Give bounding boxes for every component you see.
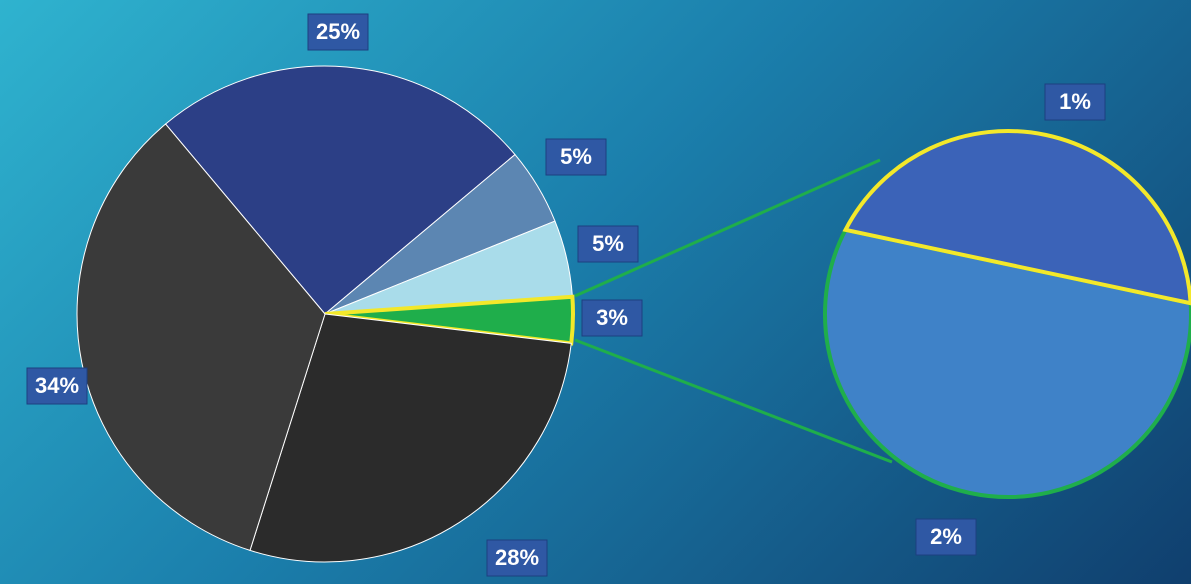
label-box [581,299,643,337]
label-box [1044,83,1106,121]
label-box [26,367,88,405]
pie-slice [164,65,516,315]
label-box [545,138,607,176]
data-label: 25% [316,19,360,44]
breakout-segment [842,129,1191,306]
breakout [823,129,1191,499]
data-label: 5% [592,231,624,256]
label-box [577,225,639,263]
data-label: 28% [495,545,539,570]
data-label: 3% [596,305,628,330]
data-label: 1% [1059,89,1091,114]
pie-slice [76,123,326,552]
connector-line [574,158,881,298]
data-label: 34% [35,373,79,398]
pie-slice [249,313,572,563]
label-box [307,13,369,51]
data-label: 5% [560,144,592,169]
label-box [486,539,548,577]
label-box [915,518,977,556]
data-label: 2% [930,524,962,549]
connector-line [574,338,893,464]
breakout-segment [823,227,1191,499]
